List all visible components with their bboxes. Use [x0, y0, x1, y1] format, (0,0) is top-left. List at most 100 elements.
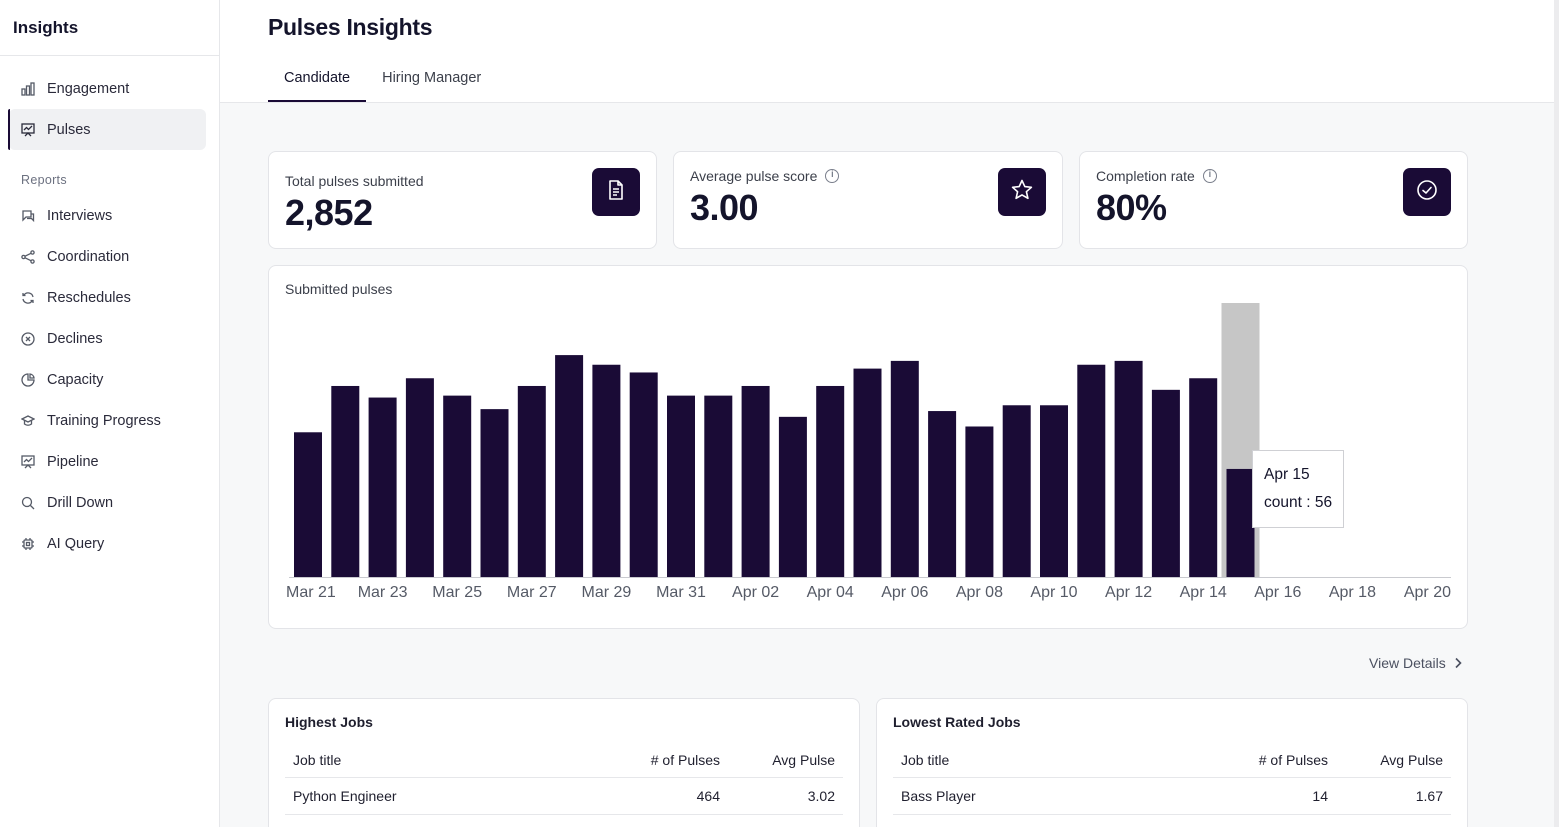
sidebar-item-interviews[interactable]: Interviews — [9, 195, 206, 236]
chart-bar[interactable] — [704, 395, 733, 577]
star-icon — [1010, 178, 1034, 207]
x-tick-label: Mar 31 — [656, 584, 706, 601]
chart-bar[interactable] — [1077, 364, 1106, 577]
stat-card-completion-rate: Completion rate 80% — [1079, 151, 1468, 249]
chart-bar[interactable] — [629, 372, 658, 577]
table-header-row: Job title # of Pulses Avg Pulse — [893, 743, 1451, 778]
pipeline-board-icon — [21, 454, 35, 469]
sidebar-item-training-progress[interactable]: Training Progress — [9, 400, 206, 441]
chart-bar[interactable] — [1040, 405, 1068, 577]
sidebar-item-label: AI Query — [47, 535, 105, 552]
x-tick-label: Apr 12 — [1105, 584, 1152, 601]
chart-bar[interactable] — [443, 395, 472, 577]
stat-badge — [1403, 168, 1451, 216]
column-header[interactable]: # of Pulses — [1258, 752, 1328, 768]
chart-bar[interactable] — [667, 395, 695, 577]
graduation-icon — [21, 414, 35, 428]
refresh-icon — [21, 291, 35, 305]
table-cell: Python Engineer — [293, 788, 397, 804]
chart-bar[interactable] — [1151, 389, 1180, 577]
x-tick-label: Apr 06 — [881, 584, 928, 601]
stat-value: 80% — [1096, 187, 1167, 228]
tab-hiring-manager[interactable]: Hiring Manager — [382, 70, 482, 86]
chart-bar[interactable] — [1189, 378, 1218, 577]
chart-bar[interactable] — [1002, 405, 1031, 577]
tab-candidate[interactable]: Candidate — [268, 62, 367, 102]
table-cell: 3.02 — [807, 788, 835, 804]
table-header-row: Job title # of Pulses Avg Pulse — [285, 743, 843, 778]
chart-bar[interactable] — [816, 385, 845, 577]
chart-bar[interactable] — [778, 416, 807, 577]
stat-badge — [998, 168, 1046, 216]
column-header[interactable]: Avg Pulse — [1380, 752, 1443, 768]
sidebar-item-coordination[interactable]: Coordination — [9, 236, 206, 277]
x-tick-label: Apr 08 — [956, 584, 1003, 601]
chart-bar[interactable] — [890, 360, 919, 577]
table-row[interactable]: Bass Player 14 1.67 — [893, 778, 1451, 815]
column-header[interactable]: Job title — [901, 752, 950, 768]
check-circle-icon — [1415, 178, 1439, 207]
sidebar-item-drill-down[interactable]: Drill Down — [9, 482, 206, 523]
column-header[interactable]: # of Pulses — [650, 752, 720, 768]
sidebar: Insights Engagement Pulses Reports Inter… — [0, 0, 220, 827]
chart-bar[interactable] — [965, 426, 994, 577]
stat-card-total-pulses: Total pulses submitted 2,852 — [268, 151, 657, 249]
sidebar-item-reschedules[interactable]: Reschedules — [9, 277, 206, 318]
sidebar-item-engagement[interactable]: Engagement — [9, 68, 206, 109]
chart-bar[interactable] — [928, 411, 957, 577]
table-row[interactable]: Python Engineer 464 3.02 — [285, 778, 843, 815]
stat-value: 2,852 — [285, 192, 373, 233]
x-tick-label: Apr 04 — [807, 584, 854, 601]
chart-bar[interactable] — [517, 385, 546, 577]
chart-bar[interactable] — [1226, 468, 1255, 577]
bar-chart-icon — [21, 81, 35, 96]
chart-bar[interactable] — [480, 409, 509, 577]
x-tick-label: Mar 27 — [507, 584, 557, 601]
sidebar-item-label: Coordination — [47, 248, 130, 265]
submitted-pulses-chart-card: Submitted pulses Mar 21 Mar 23 Mar 25 Mar 2… — [268, 265, 1468, 629]
sidebar-item-label: Engagement — [47, 80, 130, 97]
pie-icon — [21, 372, 35, 387]
highest-jobs-card: Highest Jobs Job title # of Pulses Avg P… — [268, 698, 860, 827]
chart-bar[interactable] — [853, 368, 882, 577]
tab-bar: Candidate Hiring Manager — [268, 62, 497, 102]
chart-bar[interactable] — [555, 355, 584, 577]
chart-bar[interactable] — [331, 385, 360, 577]
chart-bar[interactable] — [405, 378, 434, 577]
tooltip-date: Apr 15 — [1264, 466, 1310, 483]
sidebar-item-capacity[interactable]: Capacity — [9, 359, 206, 400]
chevron-right-icon — [1454, 657, 1462, 669]
chart-bar[interactable] — [1114, 360, 1143, 577]
info-icon[interactable] — [1202, 169, 1217, 183]
chart-tooltip: Apr 15 count : 56 — [1252, 450, 1345, 528]
info-icon[interactable] — [825, 169, 840, 183]
pulse-board-icon — [21, 122, 35, 137]
chart-bar[interactable] — [294, 432, 322, 577]
stat-label-row: Completion rate — [1096, 168, 1217, 184]
stat-label: Average pulse score — [690, 168, 818, 184]
reports-section-heading: Reports — [21, 173, 67, 187]
sidebar-item-label: Training Progress — [47, 412, 161, 429]
stat-badge — [592, 168, 640, 216]
share-icon — [21, 249, 35, 264]
highest-jobs-table: Job title # of Pulses Avg Pulse Python E… — [285, 743, 843, 815]
table-title: Lowest Rated Jobs — [893, 714, 1021, 730]
view-details-link[interactable]: View Details — [1369, 655, 1462, 671]
chart-title: Submitted pulses — [285, 281, 393, 297]
page-header: Pulses Insights Candidate Hiring Manager — [220, 0, 1555, 103]
sidebar-item-pulses[interactable]: Pulses — [8, 109, 206, 150]
sidebar-item-pipeline[interactable]: Pipeline — [9, 441, 206, 482]
chart-bar[interactable] — [368, 397, 397, 577]
scrollbar[interactable] — [1554, 0, 1559, 827]
column-header[interactable]: Avg Pulse — [772, 752, 835, 768]
document-icon — [605, 179, 627, 206]
table-cell: 464 — [696, 788, 720, 804]
column-header[interactable]: Job title — [293, 752, 342, 768]
sidebar-item-declines[interactable]: Declines — [9, 318, 206, 359]
x-tick-label: Apr 16 — [1254, 584, 1301, 601]
tooltip-count: count : 56 — [1264, 494, 1333, 511]
chart-bar[interactable] — [592, 364, 621, 577]
chart-bar[interactable] — [741, 385, 770, 577]
sidebar-item-label: Capacity — [47, 371, 104, 388]
sidebar-item-ai-query[interactable]: AI Query — [9, 523, 206, 564]
